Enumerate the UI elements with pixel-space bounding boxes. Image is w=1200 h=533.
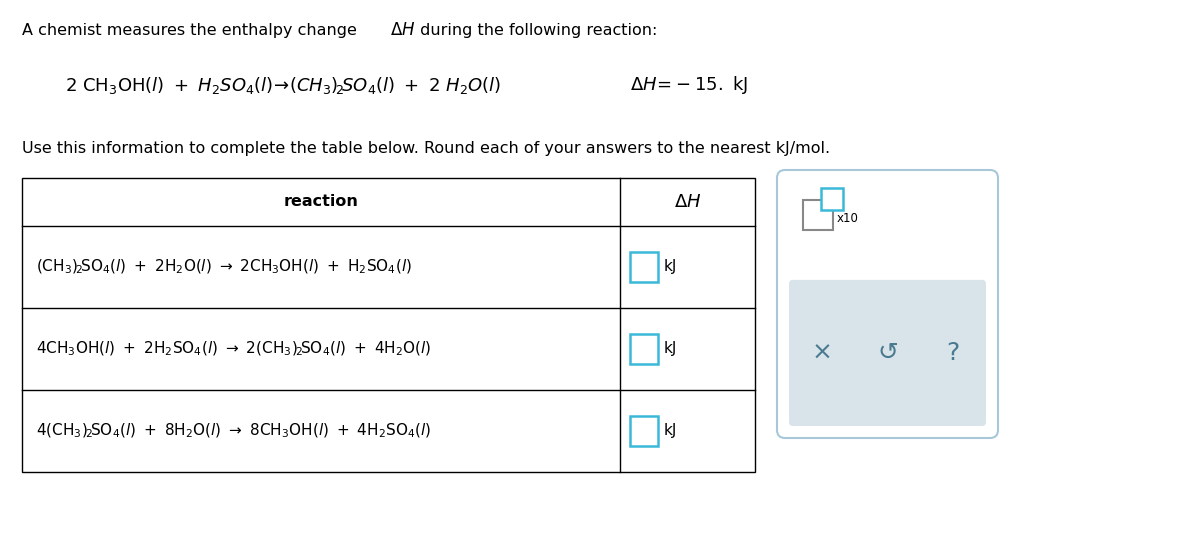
- Text: ×: ×: [811, 341, 833, 365]
- FancyBboxPatch shape: [630, 334, 658, 364]
- Text: $\Delta H\!=\!-15.\ \mathrm{kJ}$: $\Delta H\!=\!-15.\ \mathrm{kJ}$: [630, 74, 748, 96]
- Text: ?: ?: [947, 341, 960, 365]
- FancyBboxPatch shape: [630, 416, 658, 446]
- Text: Use this information to complete the table below. Round each of your answers to : Use this information to complete the tab…: [22, 141, 830, 156]
- Text: $4\left(\mathrm{CH_3}\right)_{\!2}\!\mathrm{SO_4}(\it{l})\ +\ 8\mathrm{H_2O}(\it: $4\left(\mathrm{CH_3}\right)_{\!2}\!\mat…: [36, 422, 431, 440]
- Text: kJ: kJ: [664, 424, 677, 439]
- Text: $\Delta\mathit{H}$: $\Delta\mathit{H}$: [390, 21, 415, 39]
- FancyBboxPatch shape: [803, 200, 833, 230]
- Text: $\mathregular{2\ CH_3OH(\it{l})\ +\ H_2SO_4(\it{l})\!\rightarrow\!\left(CH_3\rig: $\mathregular{2\ CH_3OH(\it{l})\ +\ H_2S…: [65, 75, 502, 95]
- FancyBboxPatch shape: [821, 188, 842, 210]
- FancyBboxPatch shape: [778, 170, 998, 438]
- Text: during the following reaction:: during the following reaction:: [415, 22, 658, 37]
- Text: $4\mathrm{CH_3OH}(\it{l})\ +\ 2\mathrm{H_2SO_4}(\it{l})\ \rightarrow\ 2\left(\ma: $4\mathrm{CH_3OH}(\it{l})\ +\ 2\mathrm{H…: [36, 340, 431, 358]
- Text: ↺: ↺: [877, 341, 898, 365]
- Text: reaction: reaction: [283, 195, 359, 209]
- Text: x10: x10: [838, 213, 859, 225]
- Text: kJ: kJ: [664, 260, 677, 274]
- FancyBboxPatch shape: [22, 178, 755, 472]
- FancyBboxPatch shape: [790, 280, 986, 426]
- Text: $\Delta H$: $\Delta H$: [674, 193, 701, 211]
- FancyBboxPatch shape: [630, 252, 658, 282]
- Text: kJ: kJ: [664, 342, 677, 357]
- Text: A chemist measures the enthalpy change: A chemist measures the enthalpy change: [22, 22, 362, 37]
- Text: $\left(\mathrm{CH_3}\right)_{\!2}\!\mathrm{SO_4}(\it{l})\ +\ 2\mathrm{H_2O}(\it{: $\left(\mathrm{CH_3}\right)_{\!2}\!\math…: [36, 258, 412, 276]
